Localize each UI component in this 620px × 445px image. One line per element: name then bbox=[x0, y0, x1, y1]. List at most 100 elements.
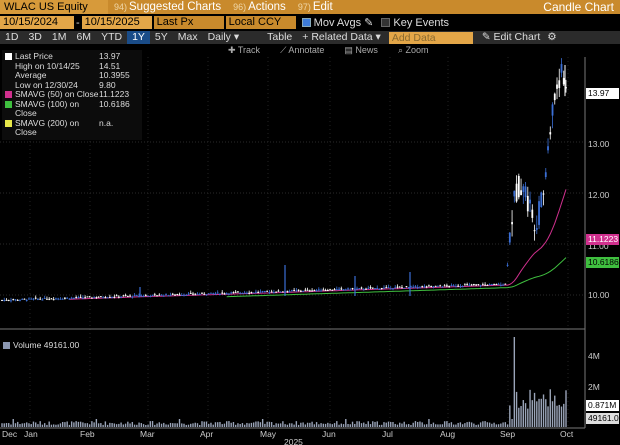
candle-body bbox=[264, 291, 266, 293]
currency-select[interactable]: Local CCY bbox=[225, 16, 296, 29]
track-tool[interactable]: ✚ Track bbox=[228, 45, 261, 55]
volume-bar bbox=[270, 422, 273, 427]
candle-body bbox=[14, 299, 17, 301]
zoom-tool[interactable]: ⌕ Zoom bbox=[397, 45, 429, 55]
candle-body bbox=[524, 186, 527, 198]
volume-bar bbox=[509, 405, 511, 427]
candle-body bbox=[293, 289, 296, 291]
legend-swatch bbox=[5, 63, 12, 70]
candle-body bbox=[302, 290, 304, 292]
candle-body bbox=[531, 209, 534, 218]
candle-body bbox=[430, 285, 433, 287]
candle-body bbox=[448, 286, 451, 288]
candle-body bbox=[64, 297, 66, 299]
candle-body bbox=[196, 293, 199, 295]
add-data-input[interactable]: Add Data bbox=[388, 31, 473, 44]
volume-bar bbox=[315, 422, 318, 427]
candle-body bbox=[542, 193, 545, 195]
volume-bar bbox=[513, 337, 516, 427]
volume-bar bbox=[214, 422, 217, 427]
candle-body bbox=[295, 290, 298, 292]
candle-body bbox=[272, 291, 275, 293]
end-date-field[interactable]: 10/15/2025 bbox=[81, 16, 152, 29]
chevron-down-icon: ▾ bbox=[233, 31, 240, 43]
candle-body bbox=[463, 284, 466, 286]
volume-bar bbox=[147, 424, 149, 427]
volume-bar bbox=[43, 423, 46, 427]
volume-legend: Volume 49161.00 bbox=[3, 340, 79, 350]
candle-body bbox=[313, 290, 316, 292]
pencil-icon[interactable]: ✎ bbox=[364, 17, 374, 29]
sma50-line bbox=[69, 189, 567, 300]
legend-row-low: Low on 12/30/24 9.80 bbox=[5, 80, 139, 91]
volume-bar bbox=[545, 399, 547, 427]
candle-body bbox=[544, 172, 547, 178]
key-events-toggle[interactable]: Key Events bbox=[381, 17, 449, 29]
volume-bar bbox=[542, 394, 545, 427]
volume-bar bbox=[306, 422, 309, 427]
security-ticker[interactable]: WLAC US Equity bbox=[0, 0, 108, 14]
volume-bar bbox=[563, 403, 565, 427]
candle-body bbox=[320, 290, 322, 292]
volume-bar bbox=[540, 398, 542, 427]
candle-body bbox=[115, 295, 118, 297]
volume-bar bbox=[154, 424, 156, 427]
candle-body bbox=[529, 199, 531, 204]
mov-avgs-toggle[interactable]: Mov Avgs ✎ bbox=[301, 16, 374, 29]
volume-bar bbox=[358, 421, 360, 427]
sma50-path bbox=[69, 189, 567, 300]
volume-bar bbox=[158, 422, 160, 427]
period-3d[interactable]: 3D bbox=[28, 31, 42, 43]
candle-body bbox=[502, 284, 504, 286]
news-tool[interactable]: ▤ News bbox=[344, 45, 378, 55]
related-data-label: Related Data bbox=[311, 31, 373, 43]
candle-body bbox=[533, 230, 536, 232]
candle-body bbox=[106, 297, 109, 299]
volume-bar bbox=[172, 423, 174, 427]
candle-body bbox=[192, 293, 194, 295]
suggested-charts-menu[interactable]: 94) Suggested Charts bbox=[108, 0, 227, 14]
volume-bar bbox=[421, 422, 423, 427]
annotate-tool[interactable]: ⟋ Annotate bbox=[280, 45, 325, 55]
start-date-field[interactable]: 10/15/2024 bbox=[0, 16, 74, 29]
volume-bar bbox=[372, 421, 374, 427]
volume-bar bbox=[408, 424, 410, 427]
table-button[interactable]: Table bbox=[267, 31, 293, 43]
period-ytd[interactable]: YTD bbox=[101, 31, 123, 43]
period-1d[interactable]: 1D bbox=[5, 31, 19, 43]
candle-body bbox=[57, 298, 60, 300]
x-axis: Dec Jan Feb Mar Apr May Jun Jul Aug Sep … bbox=[0, 428, 620, 445]
period-5y[interactable]: 5Y bbox=[154, 31, 168, 43]
edit-chart-button[interactable]: ✎ Edit Chart bbox=[477, 31, 545, 44]
candle-body bbox=[243, 292, 246, 294]
volume-tag-2: 49161.00 bbox=[586, 413, 620, 424]
frequency-select[interactable]: Daily ▾ bbox=[203, 31, 245, 44]
volume-bar bbox=[428, 419, 430, 427]
candle-body bbox=[443, 285, 446, 287]
volume-bar bbox=[387, 421, 390, 427]
volume-bar bbox=[461, 424, 464, 427]
menu-label: Suggested Charts bbox=[129, 1, 222, 13]
menu-label: Edit bbox=[312, 1, 333, 13]
candle-body bbox=[470, 284, 473, 286]
volume-bar bbox=[37, 424, 39, 427]
candle-body bbox=[446, 285, 448, 287]
candle-body bbox=[223, 293, 226, 295]
period-1m[interactable]: 1M bbox=[51, 31, 67, 43]
price-field-select[interactable]: Last Px bbox=[153, 16, 224, 29]
volume-bar bbox=[479, 422, 482, 427]
actions-menu[interactable]: 96) Actions bbox=[227, 0, 292, 14]
period-6m[interactable]: 6M bbox=[76, 31, 92, 43]
volume-bar bbox=[64, 422, 66, 427]
volume-bar bbox=[437, 424, 439, 427]
frequency-label: Daily bbox=[207, 31, 231, 43]
period-1y[interactable]: 1Y bbox=[127, 31, 150, 44]
volume-bar bbox=[228, 421, 230, 427]
period-max[interactable]: Max bbox=[177, 31, 198, 43]
volume-bar bbox=[19, 424, 21, 427]
candle-body bbox=[162, 295, 165, 297]
related-data-button[interactable]: + Related Data ▾ bbox=[297, 31, 386, 44]
edit-menu[interactable]: 97) Edit bbox=[292, 0, 339, 14]
gear-icon[interactable]: ⚙ bbox=[547, 31, 557, 43]
